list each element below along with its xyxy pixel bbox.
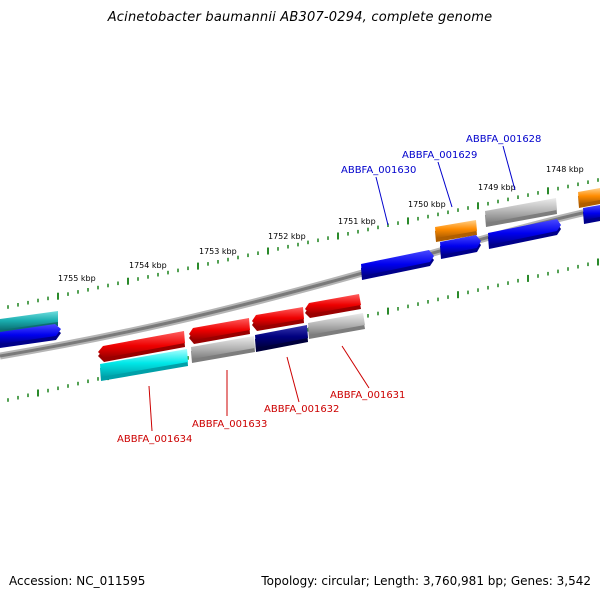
gene-arrow[interactable] [0,324,61,344]
gene-arrow[interactable] [189,318,250,340]
gene-arrow[interactable] [361,250,434,276]
gene-arrow[interactable] [100,349,188,377]
gene-label[interactable]: ABBFA_001628 [466,134,541,145]
scale-label: 1750 kbp [408,200,446,209]
gene-arrow[interactable] [485,198,557,223]
gene-callout-line [341,345,370,389]
scale-label: 1749 kbp [478,183,516,192]
gene-arrow[interactable] [0,311,58,330]
gene-label[interactable]: ABBFA_001629 [402,150,477,161]
scale-label: 1748 kbp [546,165,584,174]
gene-arrow[interactable] [98,331,185,358]
gene-callout-line [502,145,516,191]
gene-arrow[interactable] [308,313,365,335]
scale-label: 1753 kbp [199,247,237,256]
gene-label[interactable]: ABBFA_001632 [264,404,339,415]
gene-arrow[interactable] [488,219,561,245]
gene-callout-line [375,176,389,226]
gene-arrow[interactable] [435,220,477,238]
gene-arrow[interactable] [305,294,361,314]
gene-arrow[interactable] [440,235,481,255]
gene-arrow[interactable] [255,325,308,348]
gene-callouts: ABBFA_001628 ABBFA_001629 ABBFA_001630 ABBF… [117,134,541,445]
gene-callout-line [148,385,153,432]
gene-callout-line [437,161,453,208]
gene-label[interactable]: ABBFA_001630 [341,165,416,176]
scale-label: 1752 kbp [268,232,306,241]
gene-arrow[interactable] [578,188,600,204]
scale-label: 1755 kbp [58,274,96,283]
scale-labels: 1755 kbp 1754 kbp 1753 kbp 1752 kbp 1751 kbp… [58,165,584,283]
gene-label[interactable]: ABBFA_001634 [117,434,192,445]
accession-text: Accession: NC_011595 [9,574,146,588]
genome-summary-text: Topology: circular; Length: 3,760,981 bp… [261,574,591,588]
gene-callout-line [286,356,300,403]
gene-label[interactable]: ABBFA_001633 [192,419,267,430]
gene-label[interactable]: ABBFA_001631 [330,390,405,401]
gene-arrow[interactable] [252,307,304,327]
gene-arrow[interactable] [191,336,255,359]
map-title: Acinetobacter baumannii AB307-0294, comp… [107,10,493,25]
gene-arrow[interactable] [583,205,600,220]
scale-label: 1751 kbp [338,217,376,226]
gene-features [0,188,600,381]
scale-label: 1754 kbp [129,261,167,270]
